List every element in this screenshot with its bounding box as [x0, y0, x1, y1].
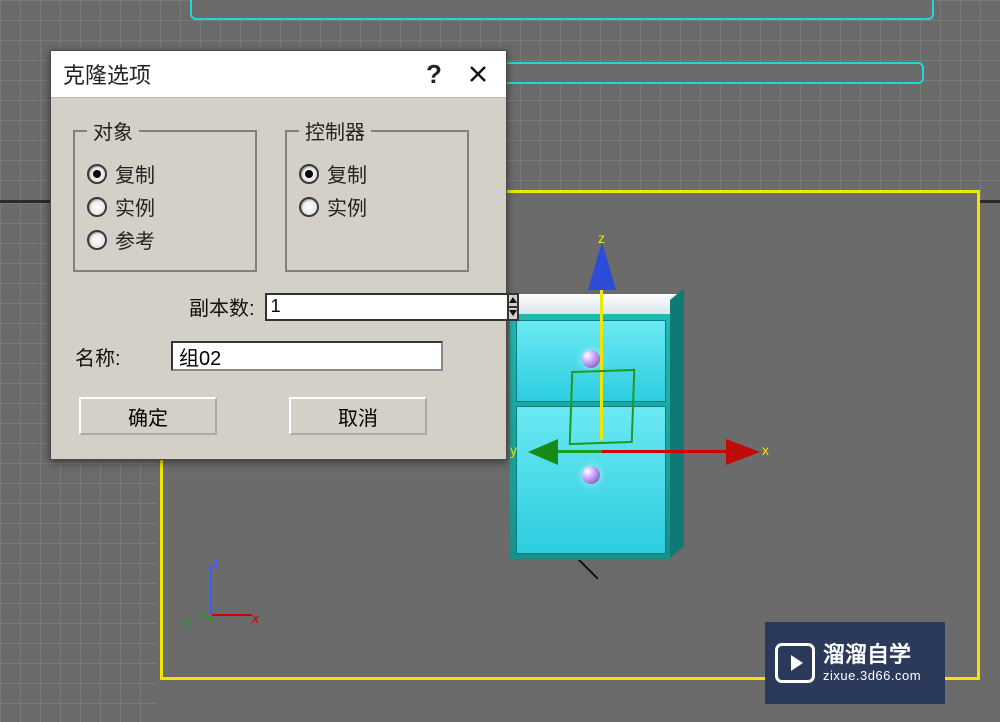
gizmo-y-cone[interactable]: [528, 439, 558, 465]
radio-label: 复制: [327, 159, 367, 188]
controller-option-instance[interactable]: 实例: [299, 192, 455, 221]
axis-x-label: x: [252, 610, 259, 626]
radio-label: 复制: [115, 159, 155, 188]
gizmo-x-axis[interactable]: [602, 450, 742, 453]
wireframe-shape: [190, 0, 934, 20]
controller-group-legend: 控制器: [299, 116, 371, 145]
watermark-url: zixue.3d66.com: [823, 668, 921, 684]
chevron-down-icon: [509, 310, 517, 316]
gizmo-x-label: x: [762, 442, 769, 458]
object-group: 对象 复制 实例 参考: [73, 116, 257, 272]
radio-label: 实例: [327, 192, 367, 221]
gizmo-y-label: y: [510, 442, 517, 458]
radio-label: 实例: [115, 192, 155, 221]
move-gizmo[interactable]: z x y: [530, 430, 770, 630]
axis-y-label: y: [184, 612, 191, 628]
gizmo-x-cone[interactable]: [726, 439, 760, 465]
controller-group: 控制器 复制 实例: [285, 116, 469, 272]
axis-z-label: z: [212, 554, 219, 570]
name-input[interactable]: [171, 341, 443, 371]
copies-label: 副本数:: [189, 292, 255, 321]
copies-spinner[interactable]: [265, 293, 357, 321]
object-group-legend: 对象: [87, 116, 139, 145]
object-option-copy[interactable]: 复制: [87, 159, 243, 188]
cabinet-top: [500, 294, 680, 314]
name-label: 名称:: [75, 342, 161, 371]
copies-input[interactable]: [265, 293, 507, 321]
spinner-up-button[interactable]: [507, 293, 519, 308]
gizmo-plane[interactable]: [569, 369, 636, 445]
close-icon: [469, 65, 487, 83]
axis-tripod: z x y: [190, 560, 280, 640]
spinner-down-button[interactable]: [507, 308, 519, 321]
object-option-instance[interactable]: 实例: [87, 192, 243, 221]
clone-options-dialog: 克隆选项 ? 对象 复制 实例: [50, 50, 507, 460]
dialog-body: 对象 复制 实例 参考 控制器: [51, 98, 506, 459]
controller-option-copy[interactable]: 复制: [299, 159, 455, 188]
close-button[interactable]: [456, 52, 500, 96]
watermark-title: 溜溜自学: [823, 642, 921, 668]
radio-icon: [87, 197, 107, 217]
cancel-button[interactable]: 取消: [289, 397, 427, 435]
watermark: 溜溜自学 zixue.3d66.com: [765, 622, 945, 704]
chevron-up-icon: [509, 297, 517, 303]
stage: z x y z x y 克隆选项 ? 对象: [0, 0, 1000, 722]
radio-icon: [87, 164, 107, 184]
gizmo-z-cone[interactable]: [588, 242, 616, 290]
help-button[interactable]: ?: [412, 52, 456, 96]
titlebar[interactable]: 克隆选项 ?: [51, 51, 506, 98]
radio-icon: [299, 164, 319, 184]
dialog-title: 克隆选项: [63, 58, 412, 90]
object-option-reference[interactable]: 参考: [87, 225, 243, 254]
radio-label: 参考: [115, 225, 155, 254]
ok-button[interactable]: 确定: [79, 397, 217, 435]
radio-icon: [299, 197, 319, 217]
radio-icon: [87, 230, 107, 250]
gizmo-z-label: z: [598, 230, 605, 246]
play-icon: [775, 643, 815, 683]
drawer-knob: [582, 350, 600, 368]
